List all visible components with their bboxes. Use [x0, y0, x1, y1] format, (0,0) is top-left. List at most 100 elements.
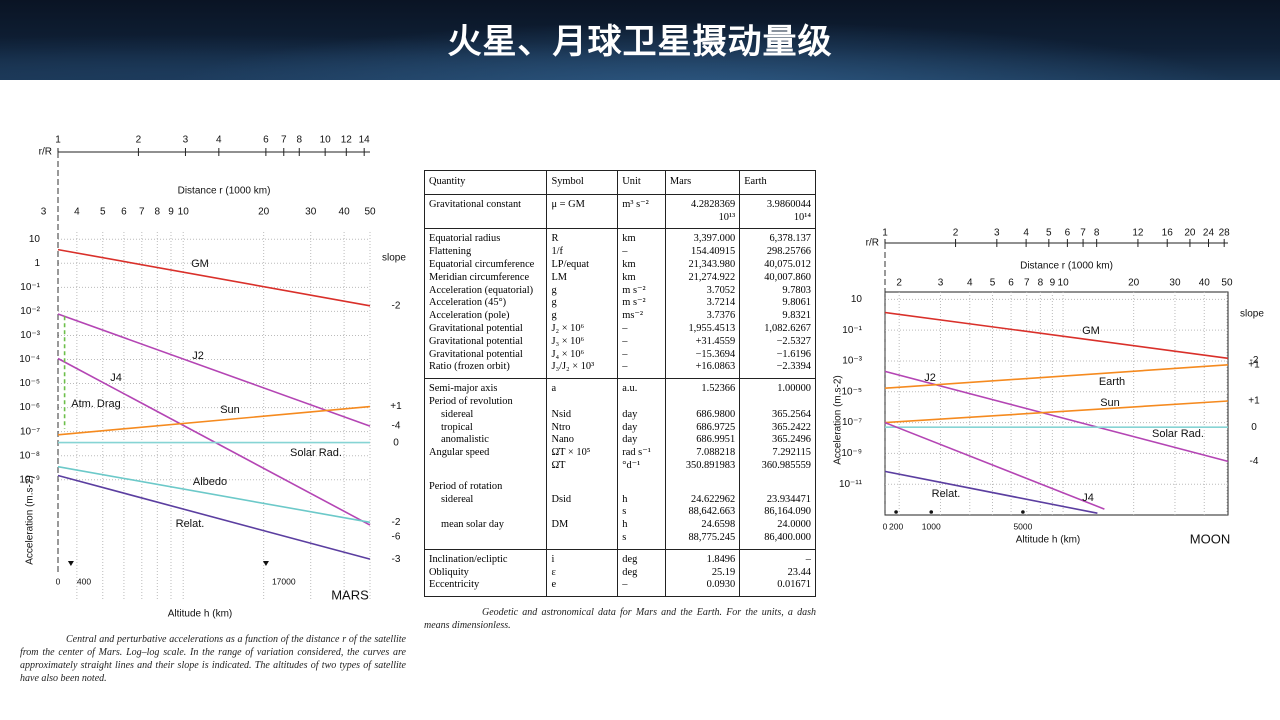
table-row: Period of revolution — [423, 395, 816, 409]
table-cell: Gravitational potential — [423, 348, 547, 362]
chart-caption: Central and perturbative accelerations a… — [20, 634, 406, 684]
table-row: Ω̇T °d⁻¹ 350.891983 360.985559 — [423, 459, 816, 473]
table-group: Semi-major axis a a.u. 1.52366 1.00000 Period… — [423, 378, 816, 550]
table-cell: −2.5327 — [739, 335, 816, 349]
x2-axis-label: r/R — [39, 147, 52, 158]
x-axis-title: Altitude h (km) — [168, 609, 232, 620]
column-header: Unit — [617, 170, 666, 195]
slide-title: 火星、月球卫星摄动量级 — [447, 22, 833, 62]
x2-tick-label: 28 — [1219, 228, 1231, 239]
table-cell: 1,955.4513 — [664, 322, 740, 336]
table-cell: m s⁻² — [617, 297, 666, 311]
series-label: J2 — [192, 350, 204, 362]
y-tick-label: 10⁻² — [20, 306, 40, 317]
series-label: Relat. — [932, 488, 961, 500]
x-tick-label: 8 — [155, 207, 161, 218]
series-label: J4 — [110, 372, 122, 384]
altitude-label: 5000 — [1013, 521, 1032, 531]
altitude-marker — [894, 510, 898, 514]
table-row: Inclination/ecliptic i deg 1.8496– — [423, 549, 816, 567]
table-cell: 40,075.012 — [739, 258, 816, 272]
table-cell: 1.52366 — [664, 378, 740, 396]
table-cell: Acceleration (equatorial) — [423, 284, 547, 298]
altitude-marker — [1021, 510, 1025, 514]
series-line — [57, 313, 371, 427]
x2-tick-label: 2 — [136, 135, 142, 146]
series-label: Albedo — [193, 476, 227, 488]
table-cell: Angular speed — [423, 447, 547, 460]
table-cell: 365.2564 — [739, 408, 816, 422]
table-cell: Eccentricity — [423, 579, 547, 597]
y-tick-label: 10⁻¹¹ — [839, 479, 863, 490]
altitude-label: 0 — [56, 576, 61, 586]
series-label: Sun — [1100, 397, 1120, 409]
table-caption: Geodetic and astronomical data for Mars … — [424, 607, 816, 631]
table-cell: 1,082.6267 — [739, 322, 816, 336]
table-cell: s — [617, 506, 666, 520]
table-row: Acceleration (45°) g m s⁻² 3.7214 9.8061 — [423, 297, 816, 311]
table-cell: DM — [546, 519, 618, 532]
table-cell: Nsid — [546, 408, 618, 422]
table-cell: J₂ × 10⁶ — [546, 322, 618, 336]
series-line — [884, 311, 1229, 360]
table-row: sidereal Nsid day 686.9800 365.2564 — [423, 408, 816, 422]
table-cell: tropical — [423, 421, 547, 435]
table-row: Angular speed Ω̇T × 10⁵ rad s⁻¹ 7.088218 7.2… — [423, 447, 816, 460]
x2-tick-label: 7 — [1080, 228, 1086, 239]
x2-tick-label: 3 — [994, 228, 1000, 239]
table-row: Acceleration (pole) g ms⁻² 3.7376 9.8321 — [423, 310, 816, 323]
x-tick-label: 50 — [1221, 278, 1233, 289]
table-cell — [423, 459, 547, 473]
table-cell — [617, 395, 666, 409]
table-cell: 3.7376 — [664, 310, 740, 323]
y-tick-label: 10⁻⁵ — [841, 386, 862, 397]
table-cell: 24.6598 — [664, 519, 740, 532]
table-row: Obliquity ε deg 25.19 23.44 — [423, 566, 816, 580]
table-row: Gravitational potential J₃ × 10⁶ – +31.4559… — [423, 335, 816, 349]
table-cell: 360.985559 — [739, 459, 816, 473]
table-cell: deg — [617, 566, 666, 580]
table-cell: sidereal — [423, 493, 547, 507]
altitude-label: 200 — [889, 521, 903, 531]
table-cell: deg — [617, 549, 666, 567]
table-cell: LP/equat — [546, 258, 618, 272]
table-cell: Dsid — [546, 493, 618, 507]
table-cell: −1.6196 — [739, 348, 816, 362]
x-tick-label: 40 — [339, 207, 351, 218]
x-tick-label: 20 — [258, 207, 270, 218]
table-cell: 365.2496 — [739, 434, 816, 448]
table-cell — [739, 395, 816, 409]
x2-tick-label: 14 — [359, 135, 371, 146]
table-cell: Nano — [546, 434, 618, 448]
y-axis-label: Acceleration (m.s-2) — [833, 375, 844, 464]
column-header: Earth — [739, 170, 816, 195]
x2-tick-label: 12 — [341, 135, 353, 146]
table-cell: Gravitational potential — [423, 335, 547, 349]
table-cell: 350.891983 — [664, 459, 740, 473]
table-cell: – — [617, 348, 666, 362]
x-tick-label: 6 — [1008, 278, 1014, 289]
table-cell: J₃/J₂ × 10³ — [546, 361, 618, 379]
series-label: Earth — [1099, 376, 1125, 388]
table-cell: Ω̇T — [546, 459, 618, 473]
table-cell: 23.934471 — [739, 493, 816, 507]
table-cell: 3.7214 — [664, 297, 740, 311]
x-axis-title: Altitude h (km) — [1016, 535, 1080, 546]
slope-label: +1 — [1248, 359, 1260, 370]
table-cell: 0.0930 — [664, 579, 740, 597]
series-label: J4 — [1082, 492, 1094, 504]
table-group: Inclination/ecliptic i deg 1.8496– Obliquity… — [423, 549, 816, 597]
x2-tick-label: 8 — [296, 135, 302, 146]
table-cell: Gravitational potential — [423, 322, 547, 336]
y-tick-label: 10⁻³ — [842, 356, 862, 367]
y-tick-label: 10⁻⁶ — [19, 402, 40, 413]
table-cell: Period of revolution — [423, 395, 547, 409]
x-tick-label: 4 — [967, 278, 973, 289]
series-label: Atm. Drag — [71, 398, 121, 410]
table-row: Gravitational constant μ = GM m³ s⁻² 4.2828… — [423, 194, 816, 229]
chart-title: MARS — [331, 587, 369, 602]
table-cell: −15.3694 — [664, 348, 740, 362]
x-tick-label: 3 — [938, 278, 944, 289]
